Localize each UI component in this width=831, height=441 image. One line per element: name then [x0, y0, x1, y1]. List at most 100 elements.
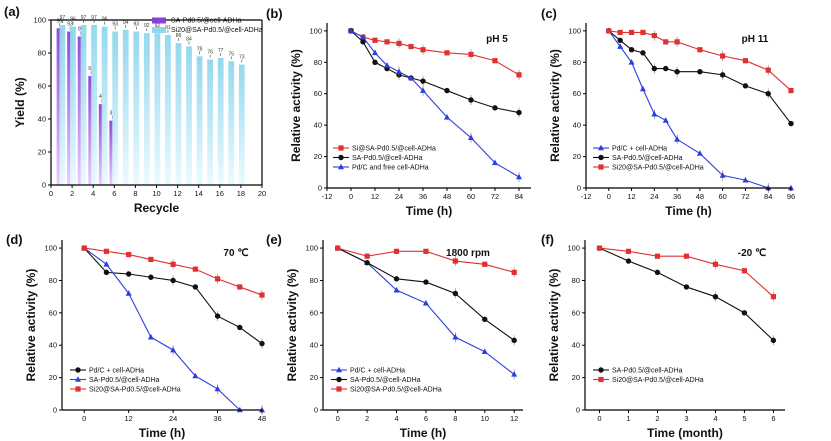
y-tick-label: 40 — [310, 341, 318, 350]
bar-si20-sa-pd0-5-cell-adha-18 — [238, 64, 245, 185]
legend-entry: SA-Pd0.5/@cell-ADHa — [352, 155, 423, 162]
bar-si20-sa-pd0-5-cell-adha-13 — [186, 46, 192, 186]
x-tick-label: 20 — [258, 189, 266, 198]
data-point — [770, 294, 777, 300]
data-point — [654, 253, 661, 259]
data-point — [444, 113, 450, 120]
y-tick-label: 60 — [572, 308, 580, 317]
bar-sa-pd0-5-cell-adha-6 — [109, 120, 116, 185]
x-tick-label: 36 — [419, 192, 427, 201]
data-point — [237, 324, 243, 331]
data-point — [372, 49, 378, 56]
legend-swatch — [152, 17, 166, 24]
data-point — [628, 29, 635, 36]
y-tick-label: 40 — [38, 115, 46, 124]
y-tick-label: 0 — [42, 181, 46, 190]
bar-value-label: 77 — [218, 48, 224, 54]
data-point — [511, 371, 518, 377]
data-point — [663, 39, 669, 45]
y-tick-label: 100 — [567, 244, 580, 253]
x-tick-label: 8 — [133, 189, 137, 198]
legend-marker — [75, 367, 81, 373]
data-point — [364, 259, 370, 266]
data-point — [393, 276, 400, 282]
data-point — [468, 97, 474, 103]
legend-entry: Pd/C and free cell-ADHa — [352, 165, 429, 172]
x-axis-label: Time (h) — [665, 204, 711, 218]
legend-entry: Si@SA-Pd0.5/@cell-ADHa — [352, 146, 436, 153]
x-tick-label: 36 — [673, 192, 681, 201]
bar-value-label: 91 — [165, 25, 171, 31]
legend-entry: Si20@SA-Pd0.5/@cell-ADHa — [350, 387, 442, 394]
x-tick-label: 12 — [173, 189, 181, 198]
legend-marker — [338, 154, 344, 161]
y-tick-label: 40 — [573, 121, 581, 130]
legend-entry: SA-Pd0.5/@cell-ADHa — [350, 377, 421, 384]
y-tick-label: 100 — [568, 26, 581, 35]
data-point — [148, 274, 154, 280]
data-point — [651, 32, 657, 39]
bar-value-label: 93 — [133, 22, 139, 28]
data-point — [697, 47, 703, 53]
x-tick-label: 72 — [741, 192, 749, 201]
bar-value-label: 92 — [155, 23, 161, 29]
series-line-1 — [337, 247, 515, 341]
x-tick-label: 16 — [216, 189, 224, 198]
y-tick-label: 60 — [573, 89, 581, 98]
bar-value-label: 97 — [60, 15, 66, 21]
y-tick-label: 100 — [33, 16, 46, 25]
data-point — [396, 68, 402, 75]
bar-value-label: 93 — [67, 22, 73, 28]
data-point — [482, 316, 488, 323]
y-tick-label: 80 — [49, 276, 57, 285]
bar-value-label: 97 — [91, 15, 97, 21]
x-tick-label: 96 — [787, 192, 795, 201]
data-point — [712, 261, 719, 267]
legend-entry: Pd/C + cell-ADHa — [350, 368, 405, 375]
data-point — [696, 150, 703, 156]
y-tick-label: 0 — [53, 406, 57, 415]
data-point — [516, 72, 522, 78]
data-point — [170, 277, 176, 284]
bar-value-label: 97 — [81, 15, 87, 21]
data-point — [372, 37, 378, 43]
data-point — [420, 47, 426, 53]
y-axis-label: Relative activity (%) — [24, 269, 38, 382]
data-point — [125, 290, 132, 296]
data-point — [516, 173, 522, 180]
data-point — [192, 284, 199, 290]
y-axis-label: Relative activity (%) — [285, 269, 299, 382]
data-point — [393, 286, 400, 293]
y-tick-label: 100 — [44, 244, 57, 253]
legend-marker — [598, 367, 604, 373]
bar-value-label: 93 — [112, 22, 118, 28]
data-point — [639, 85, 646, 92]
bar-si20-sa-pd0-5-cell-adha-9 — [143, 33, 150, 186]
data-point — [674, 39, 680, 45]
x-tick-label: 0 — [336, 414, 340, 423]
bar-si20-sa-pd0-5-cell-adha-11 — [165, 34, 171, 185]
data-point — [628, 58, 635, 65]
data-point — [770, 337, 777, 344]
bar-si20-sa-pd0-5-cell-adha-14 — [196, 56, 203, 185]
data-point — [192, 266, 198, 272]
y-tick-label: 40 — [314, 121, 322, 130]
data-point — [742, 176, 749, 183]
data-point — [170, 346, 177, 353]
bar-si20-sa-pd0-5-cell-adha-7 — [122, 29, 129, 186]
x-tick-label: 36 — [213, 414, 221, 423]
x-tick-label: 84 — [764, 192, 772, 201]
bar-si20-sa-pd0-5-cell-adha-10 — [154, 33, 161, 186]
data-point — [663, 65, 669, 72]
data-point — [408, 74, 414, 81]
x-tick-label: 8 — [453, 414, 457, 423]
bar-sa-pd0-5-cell-adha-1 — [56, 28, 63, 185]
panel-label: (d) — [6, 232, 23, 247]
series-line-0 — [608, 30, 791, 189]
bar-si20-sa-pd0-5-cell-adha-15 — [207, 59, 214, 185]
bar-value-label: 92 — [144, 23, 150, 29]
y-tick-label: 20 — [38, 148, 46, 157]
y-tick-label: 0 — [576, 406, 580, 415]
data-point — [103, 248, 110, 254]
